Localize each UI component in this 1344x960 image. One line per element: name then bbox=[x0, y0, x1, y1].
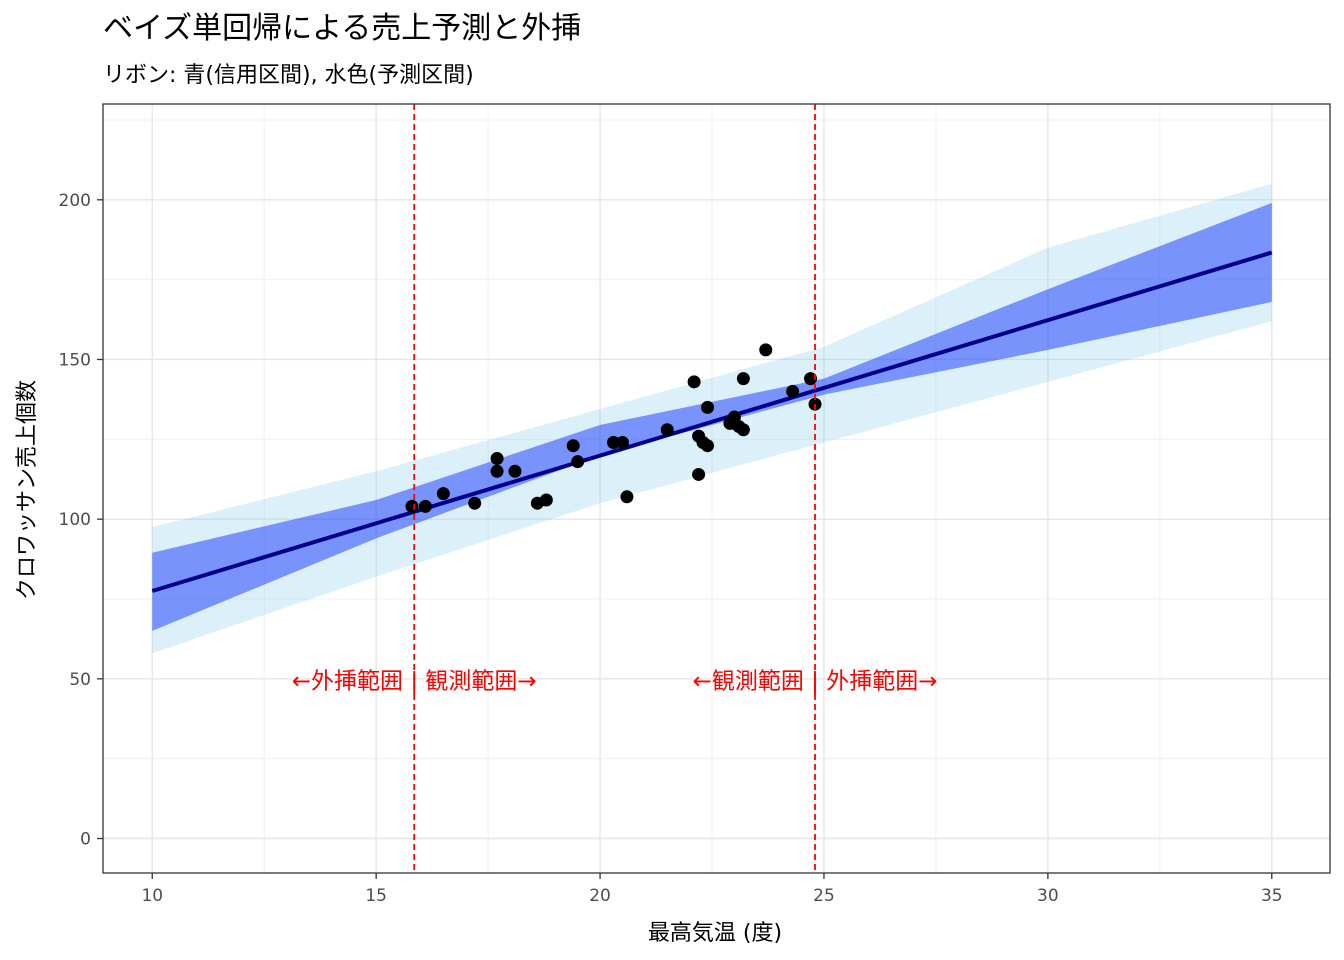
x-axis-ticks: 10 15 20 25 30 35 bbox=[141, 873, 1283, 906]
data-point bbox=[736, 423, 750, 437]
data-point bbox=[701, 400, 715, 414]
major-gridlines bbox=[103, 104, 1330, 873]
x-tick-label: 10 bbox=[141, 886, 163, 906]
data-point bbox=[418, 499, 432, 513]
data-point bbox=[539, 493, 553, 507]
data-point bbox=[566, 439, 580, 453]
range-annotations: ←外挿範囲 | 観測範囲→ ←観測範囲 | 外挿範囲→ bbox=[292, 668, 938, 694]
interval-ribbons bbox=[152, 183, 1272, 654]
data-point bbox=[615, 436, 629, 450]
data-point bbox=[607, 436, 621, 450]
data-point bbox=[508, 464, 522, 478]
x-tick-label: 25 bbox=[813, 886, 835, 906]
x-tick-label: 35 bbox=[1261, 886, 1283, 906]
data-point bbox=[804, 372, 818, 386]
range-boundary-lines bbox=[413, 104, 816, 873]
minor-gridlines bbox=[103, 104, 1330, 873]
data-point bbox=[490, 451, 504, 465]
panel-border bbox=[102, 103, 1331, 874]
data-point bbox=[701, 439, 715, 453]
x-tick-label: 15 bbox=[365, 886, 387, 906]
data-point bbox=[571, 455, 585, 469]
prediction-interval-ribbon bbox=[152, 183, 1272, 654]
data-point bbox=[692, 467, 706, 481]
x-axis-title: 最高気温 (度) bbox=[648, 921, 782, 946]
data-point bbox=[468, 496, 482, 510]
y-tick-label: 150 bbox=[59, 350, 91, 370]
y-tick-label: 200 bbox=[59, 191, 91, 211]
chart-subtitle: リボン: 青(信用区間), 水色(予測区間) bbox=[103, 63, 474, 88]
data-point bbox=[620, 490, 634, 504]
data-point bbox=[786, 384, 800, 398]
data-point bbox=[405, 499, 419, 513]
y-tick-label: 100 bbox=[59, 510, 91, 530]
range-annotation: ←観測範囲 | 外挿範囲→ bbox=[693, 668, 938, 694]
data-point bbox=[759, 343, 773, 357]
fit-line bbox=[151, 250, 1273, 593]
x-tick-label: 20 bbox=[589, 886, 611, 906]
data-point bbox=[687, 375, 701, 389]
data-point bbox=[436, 487, 450, 501]
fit-line-layer bbox=[151, 250, 1273, 593]
data-point bbox=[736, 372, 750, 386]
credible-interval-ribbon bbox=[152, 202, 1272, 631]
data-point bbox=[660, 423, 674, 437]
range-annotation: ←外挿範囲 | 観測範囲→ bbox=[292, 668, 537, 694]
chart-title: ベイズ単回帰による売上予測と外挿 bbox=[103, 11, 581, 46]
y-axis-title: クロワッサン売上個数 bbox=[15, 380, 40, 600]
data-points bbox=[405, 343, 822, 513]
y-tick-label: 0 bbox=[80, 830, 91, 850]
y-axis-ticks: 0 50 100 150 200 bbox=[59, 191, 103, 850]
x-tick-label: 30 bbox=[1037, 886, 1059, 906]
y-tick-label: 50 bbox=[69, 670, 91, 690]
data-point bbox=[490, 464, 504, 478]
